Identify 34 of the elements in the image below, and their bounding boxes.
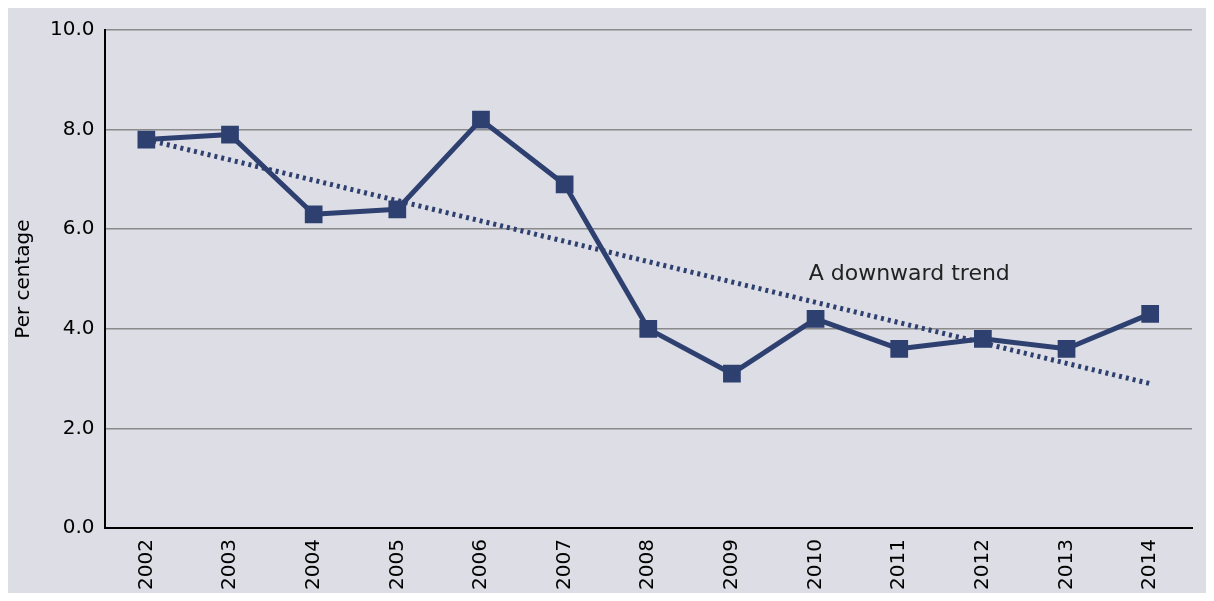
x-tick-label: 2012 — [969, 539, 994, 591]
x-tick-label: 2004 — [299, 539, 324, 591]
y-axis-title: Per centage — [10, 219, 35, 339]
point — [1057, 339, 1076, 358]
x-tick-label: 2002 — [132, 539, 157, 591]
point — [304, 205, 323, 224]
y-tick-label: 0.0 — [62, 514, 95, 539]
point — [639, 320, 658, 338]
y-tick-label: 2.0 — [62, 414, 95, 439]
point — [890, 339, 909, 358]
point — [137, 130, 156, 149]
point — [555, 175, 574, 194]
x-tick-label: 2010 — [801, 539, 826, 591]
x-tick-label: 2013 — [1052, 539, 1077, 591]
point — [388, 200, 407, 219]
x-tick-label: 2011 — [885, 539, 910, 591]
x-tick-label: 2009 — [718, 539, 743, 591]
y-tick-label: 8.0 — [62, 115, 95, 140]
point — [974, 329, 992, 348]
y-tick-label: 10.0 — [50, 16, 95, 41]
y-tick-label: 6.0 — [62, 215, 95, 240]
x-tick-label: 2006 — [467, 539, 492, 591]
x-tick-label: 2005 — [383, 539, 408, 591]
x-tick-label: 2014 — [1136, 539, 1161, 591]
annotation: A downward trend — [808, 259, 1010, 285]
point — [806, 310, 825, 328]
point — [723, 364, 741, 383]
x-tick-label: 2003 — [216, 539, 241, 591]
point — [221, 125, 239, 144]
x-tick-label: 2007 — [550, 539, 575, 591]
point — [472, 110, 490, 129]
y-tick-label: 4.0 — [62, 315, 95, 340]
point — [1141, 305, 1160, 323]
x-tick-label: 2008 — [634, 539, 659, 591]
